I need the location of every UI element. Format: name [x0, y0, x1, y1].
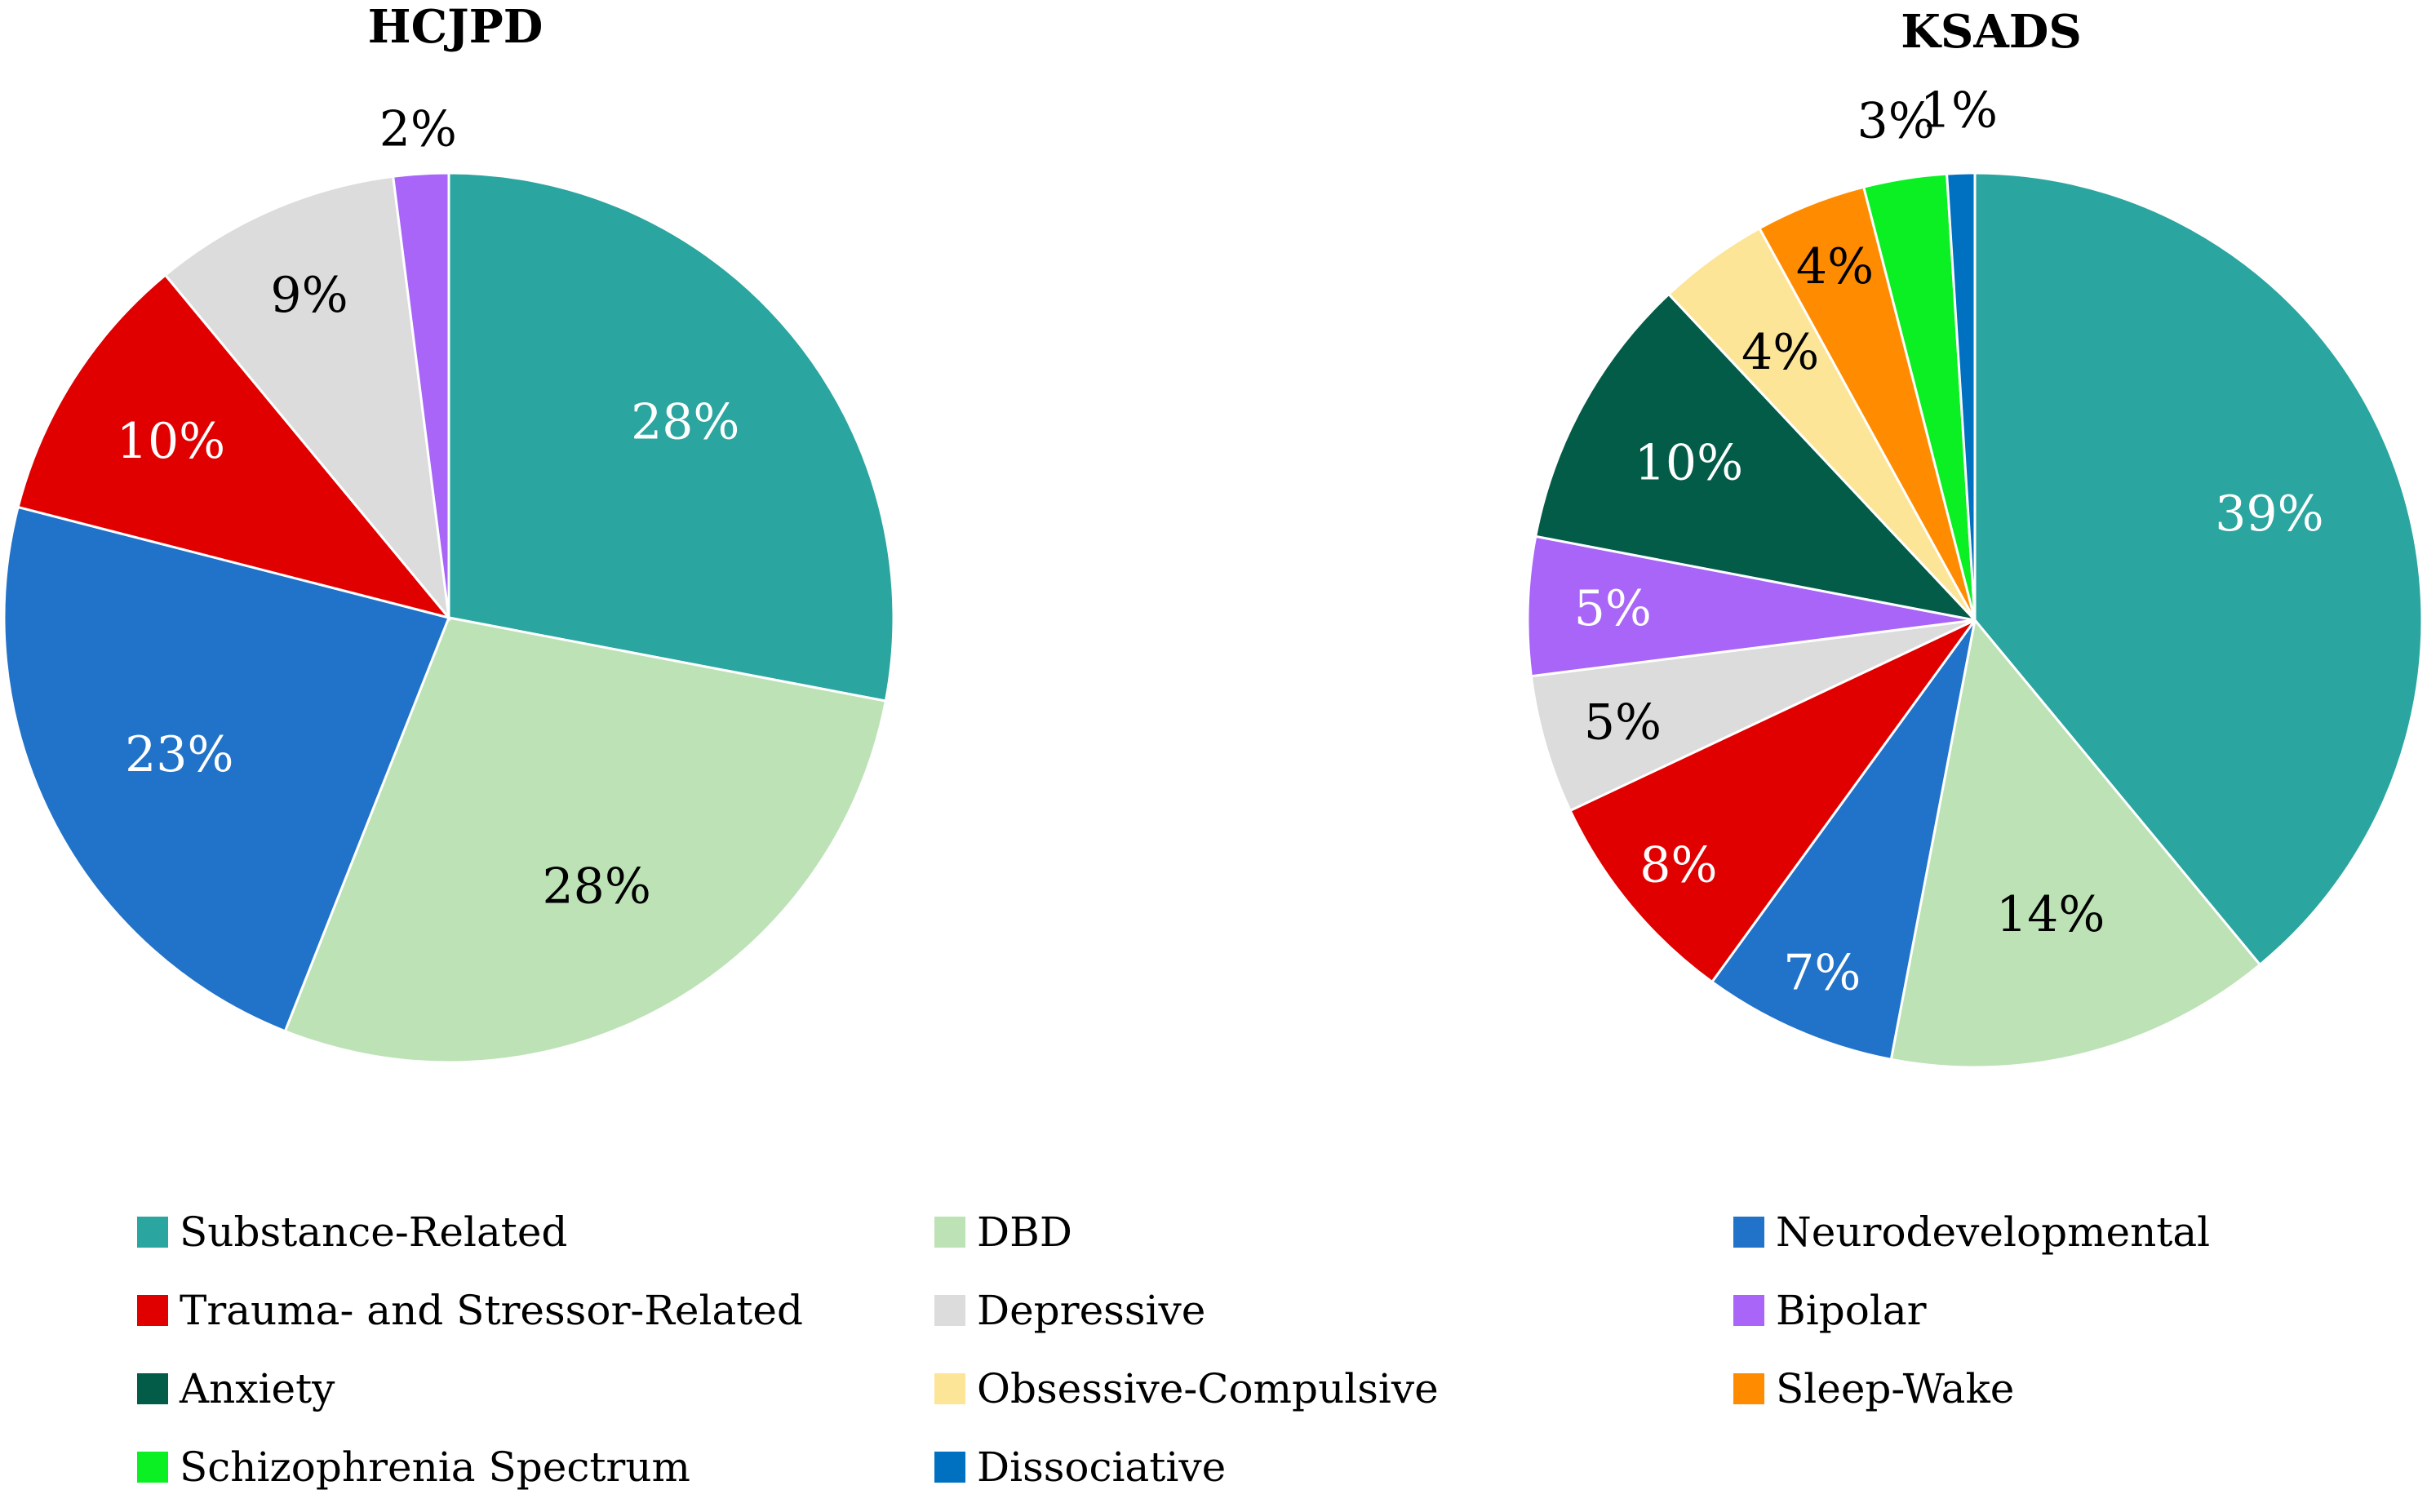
- legend-label-depressive: Depressive: [977, 1287, 1205, 1334]
- legend-swatch-dissociative: [934, 1452, 965, 1483]
- ksads-label-anxiety: 10%: [1635, 434, 1743, 491]
- ksads-slice-trauma-and-stressor-related: [1568, 619, 1977, 984]
- legend-swatch-neurodevelopmental: [1733, 1217, 1764, 1248]
- ksads-label-depressive: 5%: [1584, 694, 1662, 751]
- legend-swatch-dbd: [934, 1217, 965, 1248]
- hcjpd-slice-neurodevelopmental: [2, 505, 451, 1033]
- hcjpd-slice-trauma-and-stressor-related: [16, 273, 453, 620]
- ksads-label-neurodevelopmental: 7%: [1783, 945, 1861, 1002]
- hcjpd-label-trauma-and-stressor-related: 10%: [117, 413, 225, 470]
- hcjpd-label-substance-related: 28%: [631, 393, 739, 450]
- hcjpd-chart-title: HCJPD: [368, 0, 544, 54]
- ksads-label-obsessive-compulsive: 4%: [1741, 324, 1819, 381]
- legend-label-bipolar: Bipolar: [1776, 1287, 1927, 1334]
- legend-label-substance-related: Substance-Related: [180, 1208, 567, 1256]
- legend-label-schizophrenia-spectrum: Schizophrenia Spectrum: [180, 1443, 690, 1491]
- ksads-label-substance-related: 39%: [2215, 486, 2323, 543]
- hcjpd-slice-substance-related: [447, 171, 895, 703]
- hcjpd-label-dbd: 28%: [542, 858, 650, 916]
- legend: Substance-Related DBD Neurodevelopmental Tr…: [137, 1208, 2210, 1491]
- ksads-label-sleep-wake: 4%: [1796, 238, 1874, 295]
- legend-label-anxiety: Anxiety: [179, 1365, 335, 1412]
- ksads-slice-depressive: [1529, 619, 1976, 813]
- hcjpd-slice-dbd: [283, 616, 888, 1064]
- legend-label-dbd: DBD: [977, 1208, 1072, 1256]
- ksads-slice-anxiety: [1533, 292, 1979, 623]
- legend-label-dissociative: Dissociative: [977, 1443, 1226, 1491]
- ksads-slice-dbd: [1889, 617, 2262, 1069]
- ksads-label-trauma-and-stressor-related: 8%: [1639, 836, 1717, 893]
- legend-swatch-trauma-and-stressor-related: [137, 1295, 168, 1326]
- ksads-label-bipolar: 5%: [1574, 580, 1652, 637]
- ksads-slice-dissociative: [1945, 171, 1977, 621]
- legend-swatch-schizophrenia-spectrum: [137, 1452, 168, 1483]
- legend-label-sleep-wake: Sleep-Wake: [1776, 1365, 2014, 1412]
- legend-label-neurodevelopmental: Neurodevelopmental: [1776, 1208, 2210, 1256]
- hcjpd-label-bipolar: 2%: [379, 101, 457, 158]
- hcjpd-label-neurodevelopmental: 23%: [125, 726, 233, 783]
- ksads-slice-neurodevelopmental: [1710, 619, 1977, 1062]
- legend-swatch-substance-related: [137, 1217, 168, 1248]
- ksads-slice-substance-related: [1973, 171, 2424, 967]
- legend-swatch-depressive: [934, 1295, 965, 1326]
- ksads-label-dissociative: 1%: [1920, 82, 1998, 140]
- hcjpd-label-depressive: 9%: [270, 267, 348, 324]
- legend-label-obsessive-compulsive: Obsessive-Compulsive: [977, 1365, 1439, 1412]
- legend-swatch-anxiety: [137, 1373, 168, 1404]
- legend-label-trauma-and-stressor-related: Trauma- and Stressor-Related: [180, 1287, 803, 1334]
- ksads-label-schizophrenia-spectrum: 3%: [1857, 92, 1935, 149]
- hcjpd-slice-bipolar: [392, 171, 450, 619]
- ksads-pie: 39% 14% 7% 8% 5% 5% 10% 4% 4% 3%1%: [1526, 82, 2424, 1069]
- hcjpd-pie: 28% 28% 23% 10% 9% 2%: [2, 101, 895, 1064]
- ksads-slice-bipolar: [1526, 534, 1976, 678]
- legend-swatch-sleep-wake: [1733, 1373, 1764, 1404]
- ksads-chart-title: KSADS: [1901, 5, 2082, 59]
- legend-swatch-obsessive-compulsive: [934, 1373, 965, 1404]
- ksads-label-dbd: 14%: [1996, 886, 2105, 943]
- hcjpd-slice-depressive: [163, 175, 451, 622]
- legend-swatch-bipolar: [1733, 1295, 1764, 1326]
